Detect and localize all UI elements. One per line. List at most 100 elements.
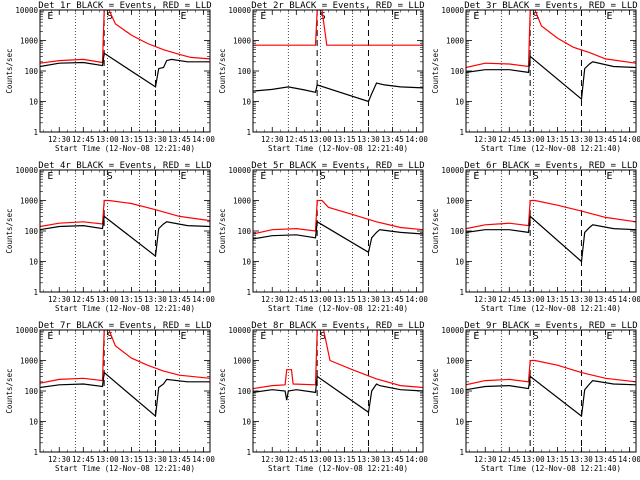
x-tick-label: 13:15 xyxy=(546,455,569,464)
marker-label-s: S xyxy=(320,331,326,342)
marker-label-s: S xyxy=(107,331,113,342)
y-tick-label: 10000 xyxy=(15,326,38,335)
y-tick-label: 1000 xyxy=(233,357,252,366)
marker-label-e: E xyxy=(607,331,613,342)
y-tick-label: 10000 xyxy=(441,6,464,15)
marker-label-e: E xyxy=(473,11,479,22)
plot-frame xyxy=(465,169,637,293)
y-tick-label: 1000 xyxy=(446,357,465,366)
marker-label-e: E xyxy=(260,171,266,182)
events-series-line xyxy=(253,220,423,254)
marker-label-e: E xyxy=(473,171,479,182)
x-axis-label: Start Time (12-Nov-08 12:21:40) xyxy=(481,144,621,153)
x-axis-label: Start Time (12-Nov-08 12:21:40) xyxy=(55,464,195,473)
x-tick-label: 13:00 xyxy=(522,455,545,464)
marker-label-e: E xyxy=(394,11,400,22)
lld-series-line xyxy=(40,10,210,64)
panel-title: Det 1r BLACK = Events, RED = LLD xyxy=(38,1,211,11)
y-tick-label: 100 xyxy=(450,387,464,396)
x-tick-label: 14:00 xyxy=(405,135,428,144)
y-axis-label: Counts/sec xyxy=(5,208,14,253)
x-tick-label: 13:00 xyxy=(309,135,332,144)
y-tick-label: 10000 xyxy=(228,166,251,175)
marker-label-s: S xyxy=(107,171,113,182)
y-tick-label: 1 xyxy=(459,128,464,137)
x-tick-label: 14:00 xyxy=(618,135,640,144)
x-tick-label: 13:15 xyxy=(333,455,356,464)
lld-series-line xyxy=(466,199,636,230)
x-tick-label: 12:45 xyxy=(285,135,308,144)
x-tick-label: 13:30 xyxy=(357,135,380,144)
y-tick-label: 1 xyxy=(459,288,464,297)
lld-series-line xyxy=(253,10,423,46)
y-tick-label: 10 xyxy=(455,418,465,427)
marker-label-s: S xyxy=(533,331,539,342)
marker-label-e: E xyxy=(47,171,53,182)
panel-title: Det 6r BLACK = Events, RED = LLD xyxy=(464,161,637,171)
lld-series-line xyxy=(466,10,636,69)
events-series-line xyxy=(466,215,636,263)
x-tick-label: 12:30 xyxy=(474,135,497,144)
x-tick-label: 12:30 xyxy=(48,295,71,304)
x-axis-label: Start Time (12-Nov-08 12:21:40) xyxy=(55,144,195,153)
plot-frame xyxy=(465,329,637,453)
x-tick-label: 13:45 xyxy=(594,295,617,304)
x-tick-label: 13:00 xyxy=(96,135,119,144)
y-tick-label: 1000 xyxy=(20,37,39,46)
marker-label-e: E xyxy=(181,11,187,22)
lld-series-line xyxy=(466,359,636,386)
x-axis-label: Start Time (12-Nov-08 12:21:40) xyxy=(268,464,408,473)
x-axis-label: Start Time (12-Nov-08 12:21:40) xyxy=(268,304,408,313)
x-tick-label: 12:30 xyxy=(261,135,284,144)
x-tick-label: 13:45 xyxy=(381,295,404,304)
y-tick-label: 1 xyxy=(33,288,38,297)
x-tick-label: 13:00 xyxy=(96,295,119,304)
panel-title: Det 3r BLACK = Events, RED = LLD xyxy=(464,1,637,11)
x-tick-label: 12:45 xyxy=(498,135,521,144)
y-tick-label: 10000 xyxy=(15,166,38,175)
x-tick-label: 13:15 xyxy=(120,135,143,144)
marker-label-e: E xyxy=(473,331,479,342)
y-axis-label: Counts/sec xyxy=(431,48,440,93)
x-tick-label: 13:15 xyxy=(333,135,356,144)
x-tick-label: 14:00 xyxy=(405,295,428,304)
events-series-line xyxy=(466,375,636,418)
x-tick-label: 13:00 xyxy=(309,295,332,304)
x-tick-label: 12:30 xyxy=(474,295,497,304)
y-tick-label: 100 xyxy=(237,227,251,236)
y-tick-label: 10000 xyxy=(15,6,38,15)
marker-label-s: S xyxy=(107,11,113,22)
events-series-line xyxy=(40,52,210,88)
y-tick-label: 1 xyxy=(246,128,251,137)
x-tick-label: 13:45 xyxy=(381,135,404,144)
y-tick-label: 100 xyxy=(237,387,251,396)
x-tick-label: 12:45 xyxy=(285,295,308,304)
y-tick-label: 1000 xyxy=(446,197,465,206)
x-tick-label: 12:30 xyxy=(48,135,71,144)
y-tick-label: 1000 xyxy=(233,37,252,46)
x-tick-label: 13:30 xyxy=(144,455,167,464)
plot-frame xyxy=(39,169,211,293)
x-tick-label: 13:45 xyxy=(594,455,617,464)
events-series-line xyxy=(40,215,210,258)
plot-frame xyxy=(252,9,424,133)
y-tick-label: 100 xyxy=(24,387,38,396)
marker-label-e: E xyxy=(607,171,613,182)
y-tick-label: 10 xyxy=(455,98,465,107)
x-tick-label: 13:30 xyxy=(570,135,593,144)
x-tick-label: 14:00 xyxy=(618,455,640,464)
x-tick-label: 13:30 xyxy=(144,135,167,144)
x-tick-label: 12:45 xyxy=(285,455,308,464)
marker-label-e: E xyxy=(181,171,187,182)
y-tick-label: 100 xyxy=(237,67,251,76)
y-tick-label: 10 xyxy=(242,258,252,267)
x-tick-label: 13:00 xyxy=(96,455,119,464)
marker-label-s: S xyxy=(320,171,326,182)
x-tick-label: 12:45 xyxy=(498,455,521,464)
x-axis-label: Start Time (12-Nov-08 12:21:40) xyxy=(268,144,408,153)
y-tick-label: 100 xyxy=(450,67,464,76)
marker-label-e: E xyxy=(394,331,400,342)
